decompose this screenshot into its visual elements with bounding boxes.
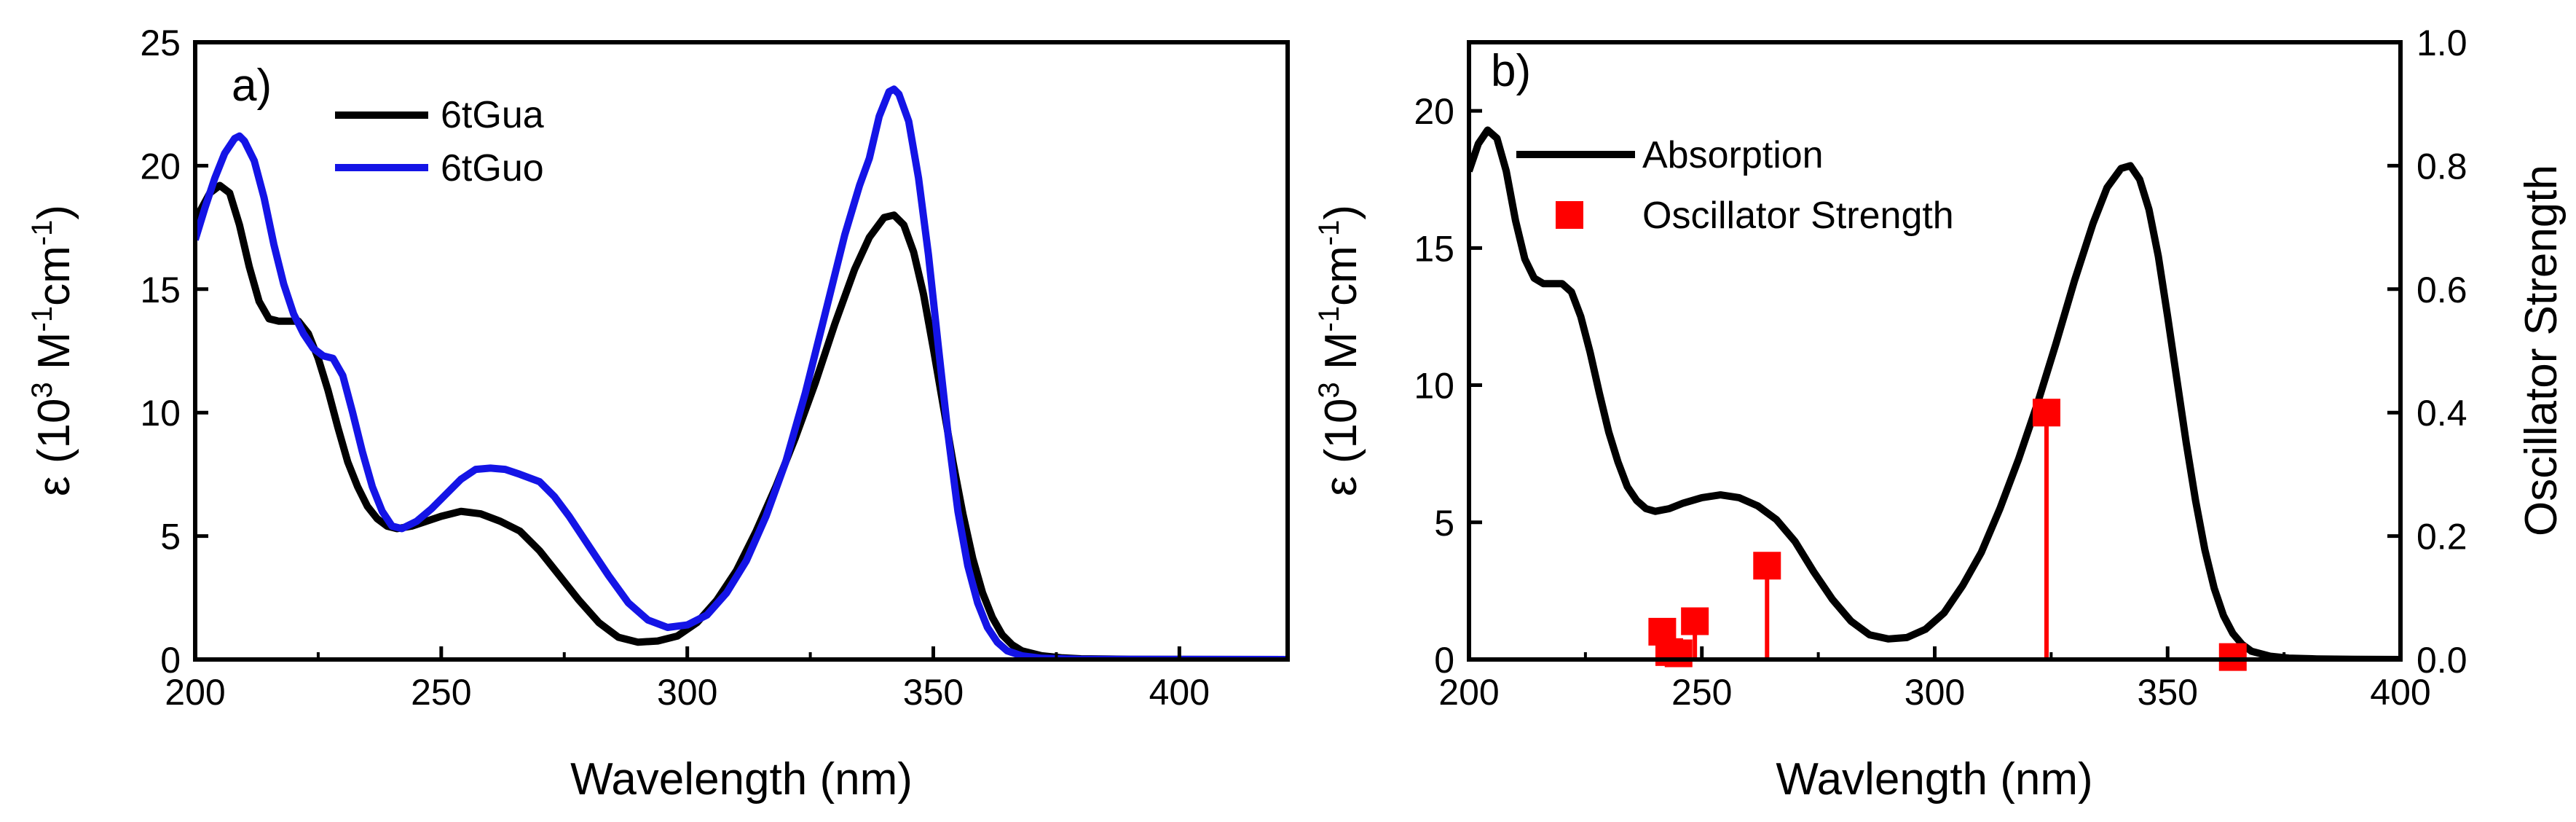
panel-a-series-6tguo <box>195 85 1288 659</box>
panel-a-x-axis-title: Wavelength (nm) <box>570 754 913 805</box>
panel-a-y-tick-label: 10 <box>140 393 181 434</box>
panel-a-y-tick-label: 25 <box>140 23 181 63</box>
panel-b-y2-tick-label: 0.2 <box>2417 517 2467 557</box>
panel-b-y2-axis-title: Oscillator Strength <box>2516 165 2567 536</box>
panel-b-plot-frame <box>1467 40 2403 662</box>
panel-a-x-tick-label: 350 <box>903 672 964 713</box>
oscillator-marker <box>1753 552 1781 580</box>
panel-a-x-tick-label: 200 <box>165 672 225 713</box>
panel-b-ticks: 200 250 300 350 400 0 5 10 15 20 0.0 0.2 0.4 0.6 0.8 1.… <box>1414 23 2467 713</box>
panel-a-letter: a) <box>232 60 272 111</box>
legend-label-6tgua: 6tGua <box>441 94 544 136</box>
panel-a-x-tick-label: 300 <box>657 672 717 713</box>
panel-a-y-axis-title: ε (103 M-1cm-1) <box>26 205 79 496</box>
panel-b-y-tick-label: 20 <box>1414 91 1454 132</box>
panel-a-legend: 6tGua 6tGuo <box>335 94 544 189</box>
legend-marker-oscillator <box>1556 201 1583 229</box>
panel-b-y-tick-label: 0 <box>1434 640 1454 681</box>
panel-b-y2-tick-label: 0.8 <box>2417 146 2467 187</box>
panel-a-x-tick-label: 250 <box>411 672 471 713</box>
panel-b-y2-tick-label: 0.6 <box>2417 270 2467 310</box>
panel-b-x-tick-label: 400 <box>2370 672 2430 713</box>
panel-b-x-tick-label: 250 <box>1671 672 1732 713</box>
panel-a-y-tick-label: 0 <box>160 640 181 681</box>
panel-b-legend: Absorption Oscillator Strength <box>1516 134 1954 237</box>
panel-a-y-tick-label: 5 <box>160 517 181 557</box>
panel-b-y-axis-title: ε (103 M-1cm-1) <box>1313 205 1366 496</box>
panel-a-chart: 200 250 300 350 400 0 5 10 15 20 25 a) 6tGua 6tGuo… <box>26 23 1290 805</box>
panel-b-series-absorption <box>1469 126 2400 659</box>
oscillator-marker <box>2032 399 2060 427</box>
oscillator-marker <box>1664 639 1693 668</box>
panel-b-y-tick-label: 10 <box>1414 366 1454 407</box>
panel-b-x-axis-title: Wavlength (nm) <box>1776 754 2092 805</box>
panel-a-y-tick-label: 20 <box>140 146 181 187</box>
panel-b-letter: b) <box>1491 46 1531 96</box>
panel-a-plot-frame <box>193 40 1290 662</box>
panel-b-x-tick-label: 200 <box>1438 672 1499 713</box>
panel-a-series-layer <box>195 85 1288 659</box>
panel-b-oscillator-layer <box>1648 399 2247 671</box>
panel-b-y-tick-label: 5 <box>1434 503 1454 544</box>
panel-b-x-tick-label: 350 <box>2138 672 2198 713</box>
oscillator-marker <box>2218 643 2247 671</box>
panel-a-y-tick-label: 15 <box>140 270 181 310</box>
panel-b-series-layer <box>1469 126 2400 659</box>
legend-label-6tguo: 6tGuo <box>441 147 544 189</box>
panel-b-y2-tick-label: 0.4 <box>2417 393 2467 434</box>
panel-a-ticks: 200 250 300 350 400 0 5 10 15 20 25 <box>140 23 1210 713</box>
legend-label-absorption: Absorption <box>1642 134 1824 176</box>
panel-b-y2-tick-label: 1.0 <box>2417 23 2467 63</box>
panel-b-y2-tick-label: 0.0 <box>2417 640 2467 681</box>
legend-label-oscillator: Oscillator Strength <box>1642 195 1954 237</box>
panel-b-y-tick-label: 15 <box>1414 228 1454 269</box>
panel-b-x-tick-label: 300 <box>1905 672 1965 713</box>
oscillator-marker <box>1681 607 1709 635</box>
panel-a-x-tick-label: 400 <box>1149 672 1210 713</box>
panel-a-series-6tgua <box>195 181 1288 659</box>
panel-b-chart: 200 250 300 350 400 0 5 10 15 20 0.0 0.2 0.4 0.6 0.8 1.… <box>1313 23 2567 805</box>
